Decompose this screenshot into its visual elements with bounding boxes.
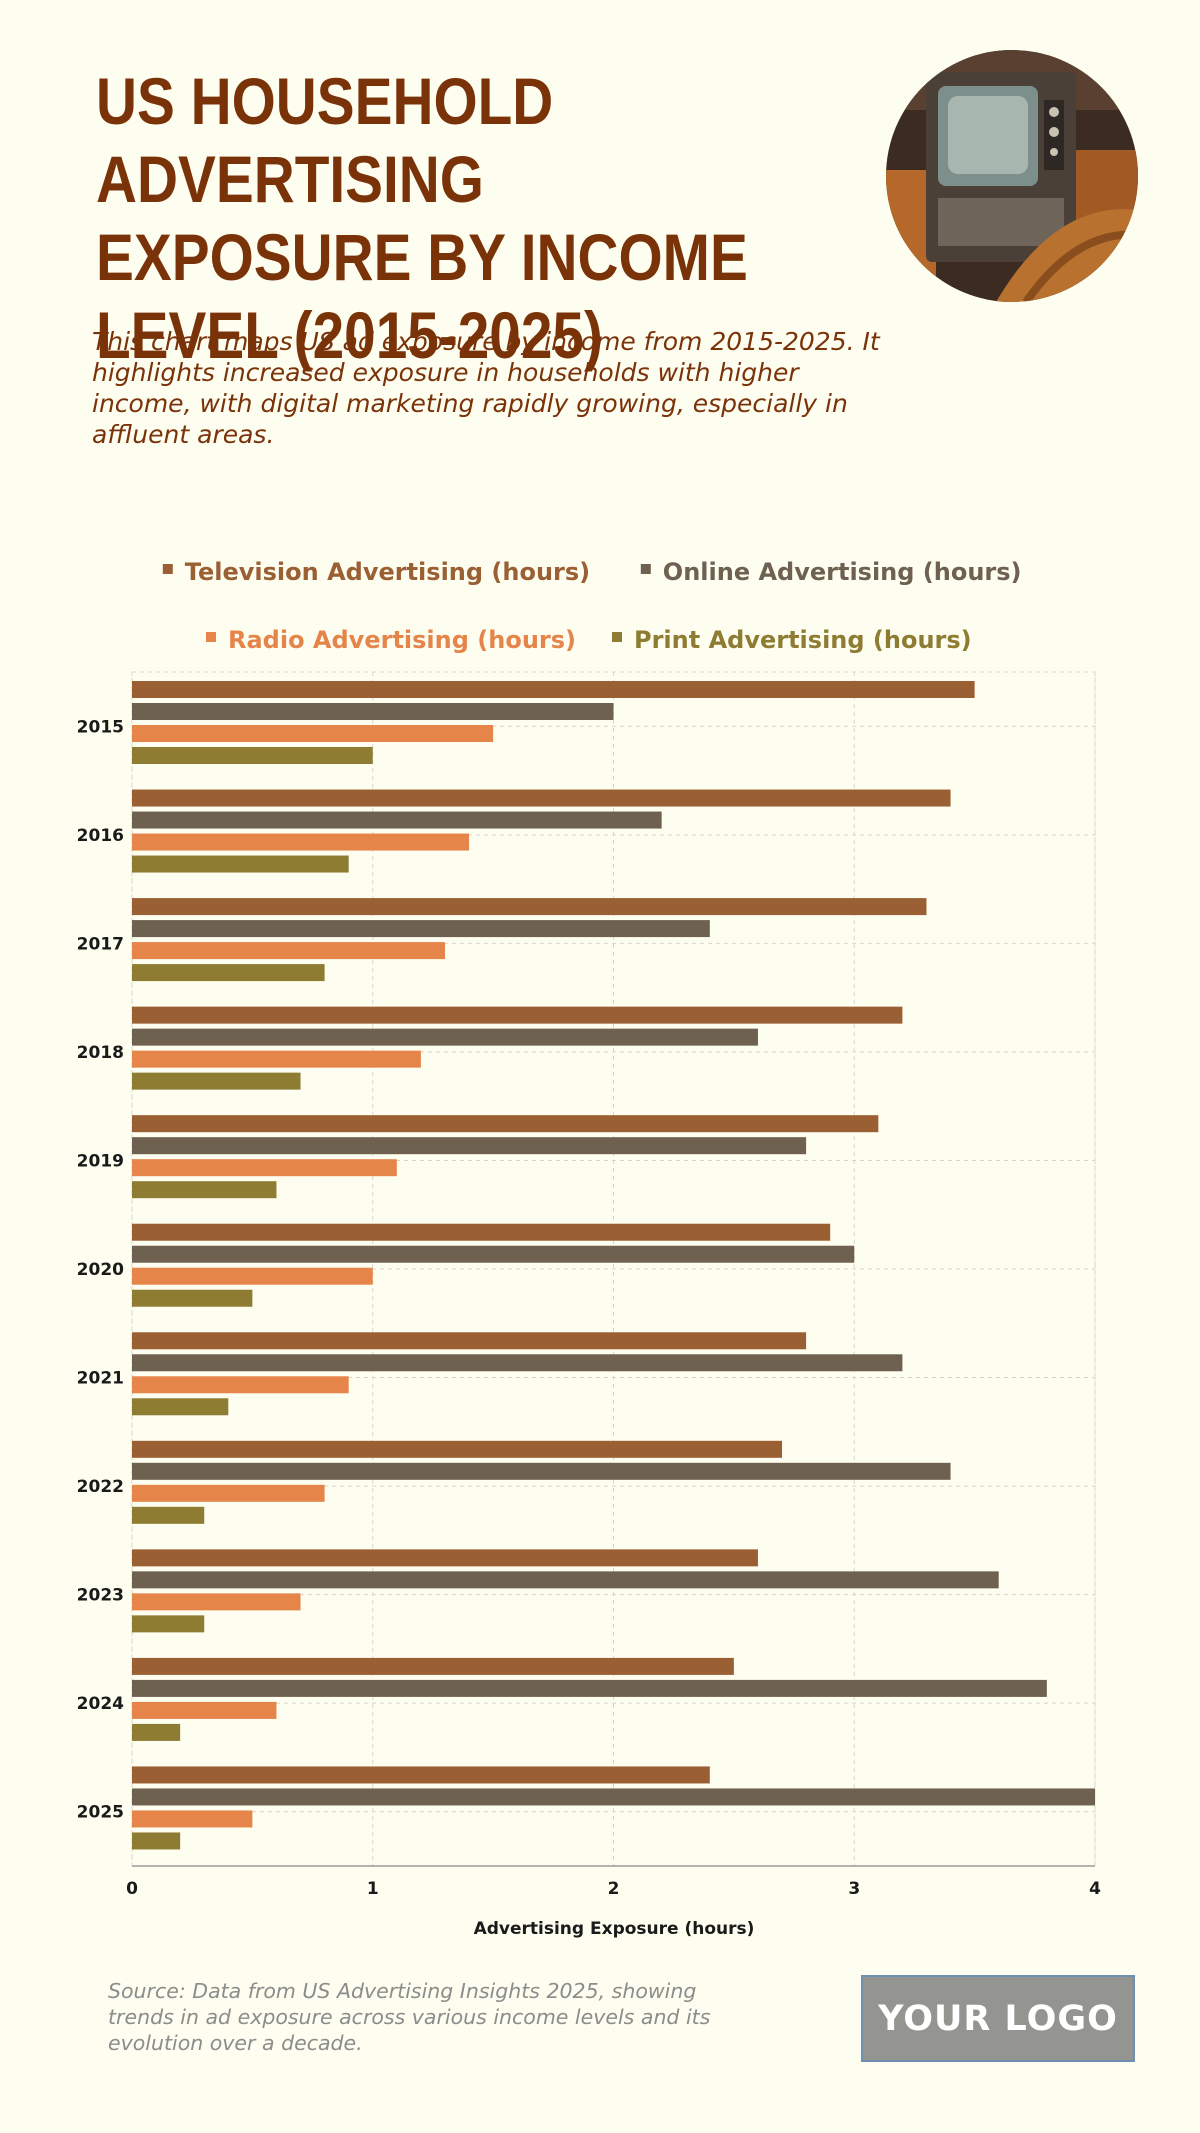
- legend-swatch: [162, 564, 173, 574]
- y-tick-label: 2023: [77, 1586, 124, 1606]
- y-tick-label: 2019: [77, 1151, 124, 1171]
- bar: [132, 681, 975, 698]
- bar: [132, 1615, 205, 1633]
- y-tick-label: 2015: [77, 717, 124, 737]
- bar: [132, 1701, 277, 1719]
- bar: [132, 1115, 879, 1133]
- bar: [132, 1832, 181, 1850]
- bar-chart: 2015 2016 2017 2018 2019 2020 2021 2022 2023 2024…: [77, 558, 1101, 1939]
- bar: [132, 1072, 301, 1090]
- y-tick-label: 2018: [77, 1043, 124, 1063]
- bar: [132, 1289, 253, 1307]
- bar: [132, 833, 470, 851]
- y-tick-label: 2025: [77, 1803, 124, 1823]
- y-tick-label: 2020: [77, 1260, 124, 1280]
- legend-label: Online Advertising (hours): [663, 558, 1022, 586]
- legend-label: Radio Advertising (hours): [228, 626, 576, 654]
- x-tick-label: 4: [1089, 1879, 1101, 1899]
- x-tick-label: 1: [367, 1879, 379, 1899]
- bar: [132, 1549, 758, 1567]
- bar: [132, 1332, 807, 1350]
- bar: [132, 1376, 349, 1394]
- x-tick-label: 0: [126, 1879, 138, 1899]
- source-note: Source: Data from US Advertising Insight…: [108, 1979, 711, 2055]
- bar: [132, 1137, 807, 1155]
- x-tick-label: 2: [608, 1879, 620, 1899]
- vintage-television-photo: [886, 50, 1138, 302]
- chart-title: US HOUSEHOLD ADVERTISING EXPOSURE BY INC…: [96, 64, 748, 372]
- bar: [132, 1723, 181, 1741]
- y-tick-label: 2021: [77, 1369, 124, 1389]
- bar: [132, 1398, 229, 1416]
- bar: [132, 1462, 951, 1480]
- bar: [132, 789, 951, 807]
- bar: [132, 747, 373, 764]
- y-tick-label: 2017: [77, 934, 124, 954]
- legend-swatch: [206, 632, 216, 642]
- bar: [132, 1159, 397, 1177]
- chart-subtitle: This chart maps US ad exposure by income…: [92, 327, 880, 449]
- legend-swatch: [640, 564, 651, 574]
- bar: [132, 1679, 1047, 1697]
- bar: [132, 1484, 325, 1502]
- x-axis-label: Advertising Exposure (hours): [474, 1919, 755, 1939]
- bar: [132, 1181, 277, 1199]
- bar: [132, 855, 349, 873]
- bar: [132, 703, 614, 720]
- bar: [132, 1223, 831, 1241]
- bar: [132, 725, 494, 742]
- bar: [132, 942, 445, 960]
- bar: [132, 964, 325, 982]
- bar: [132, 1440, 783, 1458]
- legend-swatch: [612, 632, 622, 642]
- x-tick-label: 3: [848, 1879, 860, 1899]
- bar: [132, 811, 662, 829]
- y-tick-label: 2016: [77, 826, 124, 846]
- bar: [132, 920, 710, 938]
- bar: [132, 1245, 855, 1263]
- bar: [132, 1810, 253, 1828]
- y-tick-label: 2024: [77, 1694, 124, 1714]
- bar: [132, 1050, 421, 1068]
- bar: [132, 898, 927, 916]
- bar: [132, 1006, 903, 1024]
- bar: [132, 1354, 903, 1372]
- bar: [132, 1571, 999, 1589]
- bar: [132, 1028, 758, 1046]
- legend-label: Television Advertising (hours): [185, 558, 590, 586]
- logo-placeholder: YOUR LOGO: [861, 1975, 1135, 2062]
- legend-label: Print Advertising (hours): [634, 626, 972, 654]
- bar: [132, 1267, 373, 1285]
- bar: [132, 1657, 734, 1675]
- bar: [132, 1766, 710, 1784]
- y-tick-label: 2022: [77, 1477, 124, 1497]
- bar: [132, 1593, 301, 1611]
- bar: [132, 1788, 1095, 1806]
- bar: [132, 1506, 205, 1524]
